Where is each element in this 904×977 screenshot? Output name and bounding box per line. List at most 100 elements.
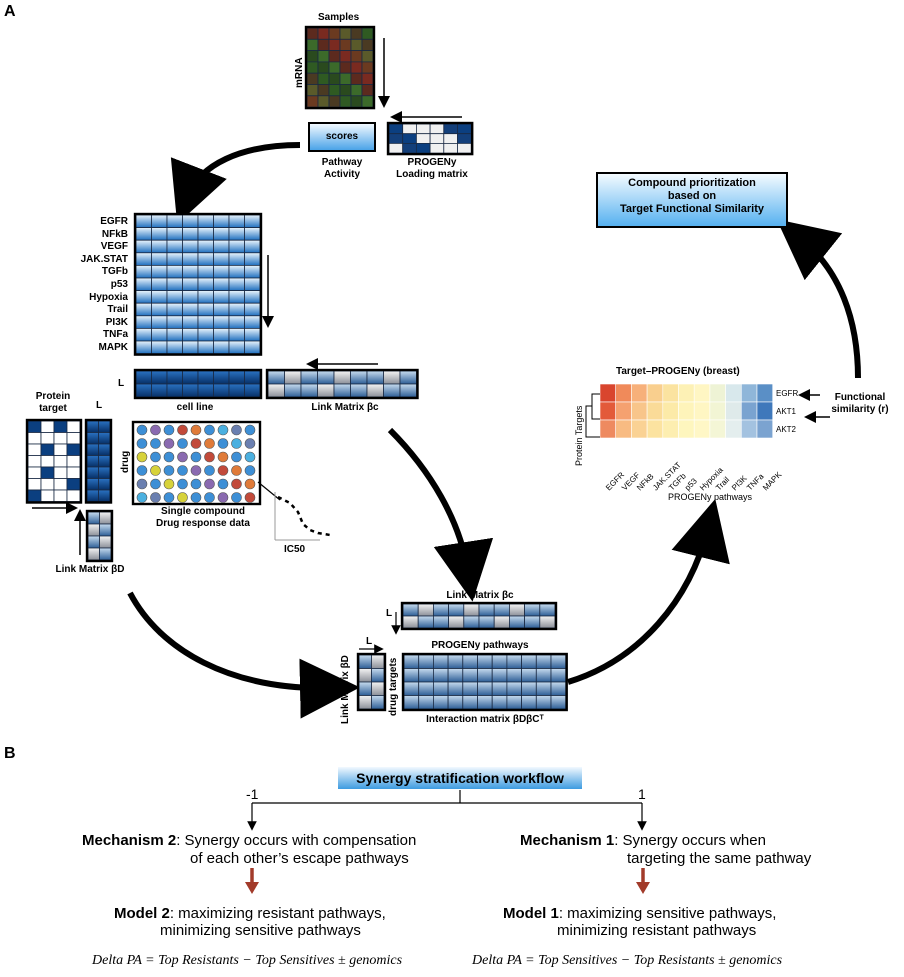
matrix-cell [166, 252, 183, 266]
matrix-cell [135, 340, 152, 355]
matrix-cell [317, 383, 335, 398]
drug-response-dot [217, 438, 229, 449]
curved-arrow-bd [127, 591, 360, 719]
drug-response-dot [231, 492, 242, 503]
pos-label: 1 [638, 786, 646, 802]
pathway-activity-matrix [133, 212, 263, 356]
drug-response-dot [204, 424, 215, 436]
matrix-cell [432, 668, 449, 683]
matrix-cell [135, 370, 152, 385]
drug-response-dot [204, 451, 215, 463]
matrix-cell [182, 302, 199, 317]
matrix-cell [399, 383, 417, 398]
matrix-cell [53, 420, 68, 433]
matrix-cell [197, 227, 214, 241]
drug-response-dot [244, 424, 256, 436]
curved-arrow-to-interaction [387, 427, 494, 602]
matrix-cell [228, 302, 245, 317]
drug-response-dot [190, 492, 202, 503]
matrix-cell [87, 511, 100, 525]
protein-targets-label: Protein Targets [574, 405, 584, 466]
matrix-cell [328, 95, 341, 108]
matrix-cell [151, 302, 168, 317]
matrix-cell [457, 142, 472, 154]
drug-response-dot [150, 465, 161, 476]
matrix-cell [361, 95, 374, 108]
matrix-cell [244, 302, 261, 317]
heatmap-cell [709, 401, 726, 421]
link-matrix-bd-2 [356, 652, 387, 712]
matrix-cell [244, 383, 261, 398]
pathway-row-label: EGFR [100, 216, 128, 227]
matrix-cell [508, 615, 525, 629]
drug-response-dot [244, 438, 256, 449]
matrix-cell [151, 370, 168, 385]
matrix-cell [151, 264, 168, 279]
matrix-cell [182, 239, 199, 254]
l-label-cell: L [118, 378, 125, 389]
matrix-cell [333, 383, 351, 398]
heatmap-cell [631, 419, 648, 439]
matrix-cell [213, 252, 230, 266]
matrix-cell [350, 50, 363, 63]
drug-response-dot [244, 478, 256, 490]
heatmap-cell [662, 401, 679, 421]
loading-matrix-label: PROGENy Loading matrix [396, 157, 468, 180]
matrix-cell [87, 547, 100, 561]
matrix-cell [151, 340, 168, 355]
link-matrix-bd-label: Link Matrix βD [55, 564, 125, 575]
drug-response-dot [231, 451, 242, 463]
matrix-cell [371, 681, 385, 696]
matrix-cell [166, 315, 183, 329]
heatmap-cell [599, 401, 616, 421]
matrix-cell [477, 654, 493, 669]
matrix-cell [317, 84, 330, 97]
matrix-cell [317, 50, 330, 63]
matrix-cell [448, 615, 465, 629]
heatmap-cell [709, 419, 726, 439]
matrix-cell [244, 214, 261, 229]
matrix-cell [477, 695, 493, 710]
matrix-cell [98, 466, 111, 479]
matrix-cell [244, 370, 261, 385]
matrix-cell [506, 668, 522, 683]
matrix-cell [213, 227, 230, 241]
drug-response-dot [177, 451, 188, 463]
matrix-cell [415, 142, 431, 154]
matrix-cell [135, 264, 152, 279]
matrix-cell [213, 239, 230, 254]
matrix-cell [213, 315, 230, 329]
ic50-curve [274, 492, 331, 541]
protein-target-matrix [25, 418, 83, 504]
matrix-cell [53, 455, 68, 468]
matrix-cell [182, 315, 199, 329]
matrix-cell [244, 315, 261, 329]
matrix-cell [550, 654, 567, 669]
link-matrix-bc-strip-2 [400, 601, 558, 631]
matrix-cell [228, 239, 245, 254]
drug-label: drug [120, 450, 131, 473]
matrix-cell [66, 466, 81, 479]
matrix-cell [99, 523, 112, 537]
matrix-cell [350, 38, 363, 51]
cell-line-strip [133, 368, 263, 400]
matrix-cell [402, 603, 419, 617]
heatmap-cell [693, 383, 711, 403]
ic50-pointer [257, 481, 281, 501]
formula-left: Delta PA = Top Resistants − Top Sensitiv… [92, 953, 403, 968]
matrix-cell [66, 443, 81, 456]
matrix-cell [197, 302, 214, 317]
pathway-row-label: Hypoxia [89, 291, 128, 303]
matrix-cell [432, 654, 449, 669]
drug-response-dot [177, 478, 188, 490]
matrix-cell [228, 340, 245, 355]
matrix-cell [213, 290, 230, 304]
pathway-row-label: PI3K [105, 316, 128, 328]
matrix-cell [27, 478, 42, 491]
matrix-cell [135, 252, 152, 266]
matrix-cell [328, 50, 341, 63]
matrix-cell [402, 133, 417, 144]
model-2-text: : maximizing resistant pathways, [169, 905, 386, 922]
model-1-line2: minimizing resistant pathways [557, 922, 757, 939]
